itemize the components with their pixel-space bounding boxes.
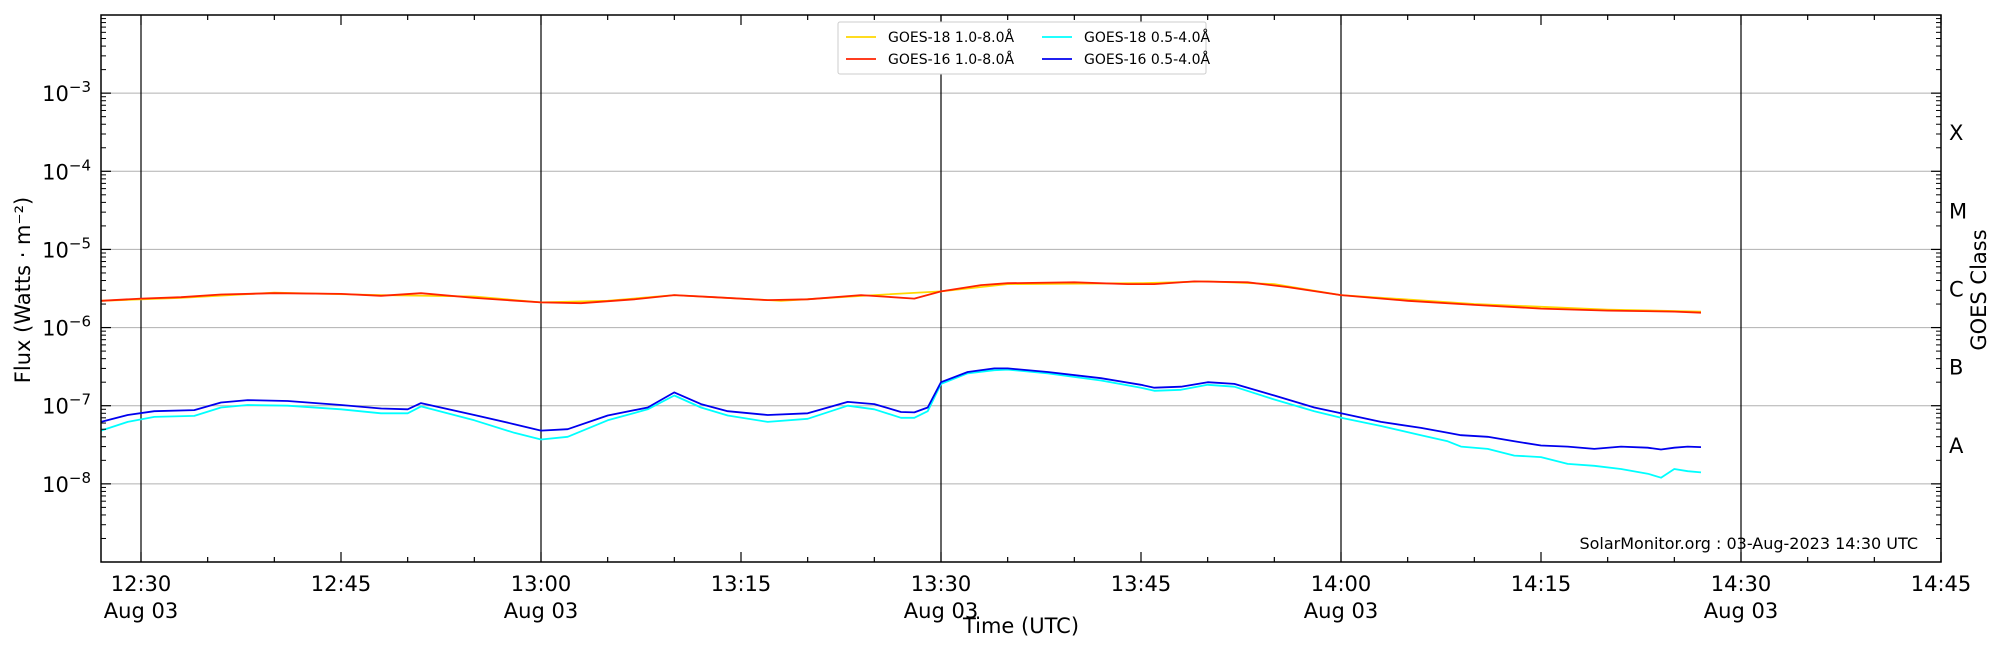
legend: GOES-18 1.0-8.0Å GOES-16 1.0-8.0Å GOES-18 … <box>837 21 1210 75</box>
goes-class-label-m: M <box>1949 199 1967 223</box>
goes-class-label-a: A <box>1949 434 1964 458</box>
label-layer: 10−8 10−7 10−6 10−5 10−4 10−3 12:30 Aug 03 12:45… <box>42 78 1971 623</box>
x-tick-label-9: 14:45 <box>1911 572 1972 596</box>
x-tick-label-1: 12:45 <box>311 572 372 596</box>
x-tick-sublabel-4: Aug 03 <box>904 599 978 623</box>
goes-class-label-c: C <box>1949 278 1964 302</box>
x-tick-label-6: 14:00 <box>1311 572 1372 596</box>
series-line-2 <box>100 368 1702 479</box>
watermark: SolarMonitor.org : 03-Aug-2023 14:30 UTC <box>1579 534 1918 553</box>
x-tick-sublabel-2: Aug 03 <box>504 599 578 623</box>
x-tick-sublabel-6: Aug 03 <box>1304 599 1378 623</box>
y-tick-label-3: 10−5 <box>42 234 91 262</box>
x-tick-label-7: 14:15 <box>1511 572 1572 596</box>
legend-label-2: GOES-18 0.5-4.0Å <box>1084 29 1210 46</box>
x-tick-sublabel-0: Aug 03 <box>104 599 178 623</box>
x-tick-label-8: 14:30 <box>1711 572 1772 596</box>
y-tick-label-1: 10−7 <box>42 391 91 419</box>
legend-label-1: GOES-16 1.0-8.0Å <box>888 51 1014 68</box>
x-tick-label-5: 13:45 <box>1111 572 1172 596</box>
goes-class-label-x: X <box>1949 121 1963 145</box>
y-tick-label-2: 10−6 <box>42 313 91 341</box>
y-axis-title: Flux (Watts · m⁻²) <box>11 197 35 383</box>
grid-layer <box>101 92 1941 485</box>
y2-axis-title: GOES Class <box>1967 229 1991 350</box>
x-axis-title: Time (UTC) <box>962 614 1079 638</box>
series-line-1 <box>100 280 1702 314</box>
y-tick-label-5: 10−3 <box>42 78 91 106</box>
x-tick-label-2: 13:00 <box>511 572 572 596</box>
plot-frame <box>100 14 1942 563</box>
series-line-0 <box>100 280 1702 313</box>
series-line-3 <box>100 367 1702 451</box>
x-tick-sublabel-8: Aug 03 <box>1704 599 1778 623</box>
y-tick-label-4: 10−4 <box>42 156 91 184</box>
legend-label-3: GOES-16 0.5-4.0Å <box>1084 51 1210 68</box>
x-tick-label-3: 13:15 <box>711 572 772 596</box>
x-tick-label-0: 12:30 <box>111 572 172 596</box>
vertical-lines-layer <box>140 15 1742 562</box>
y-tick-label-0: 10−8 <box>42 469 91 497</box>
legend-frame <box>837 21 1207 75</box>
goes-class-label-b: B <box>1949 356 1963 380</box>
x-tick-label-4: 13:30 <box>911 572 972 596</box>
tick-layer <box>101 15 1942 562</box>
series-layer <box>100 280 1702 479</box>
legend-label-0: GOES-18 1.0-8.0Å <box>888 29 1014 46</box>
